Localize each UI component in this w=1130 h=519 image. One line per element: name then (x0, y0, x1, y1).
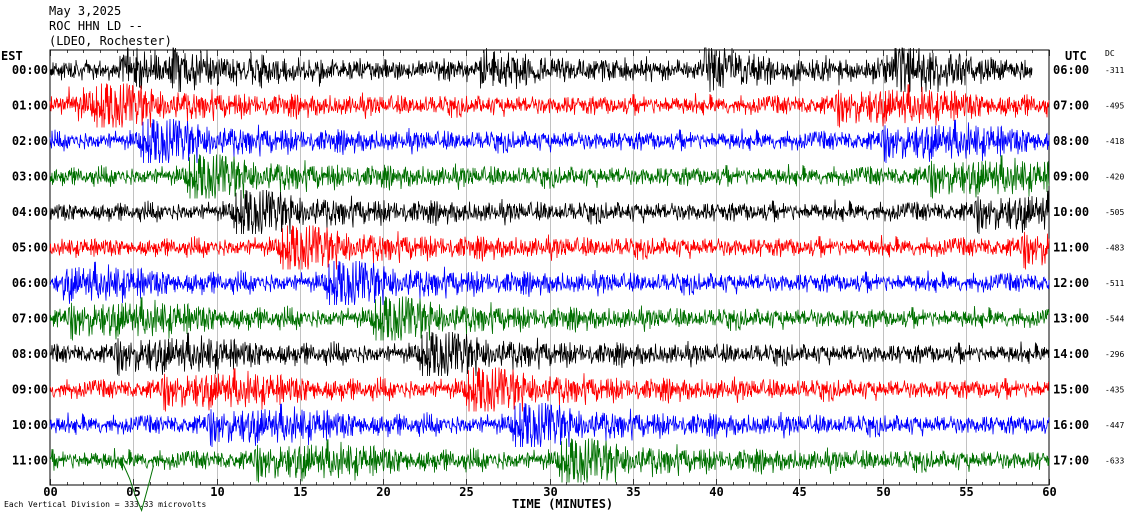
trace-row (49, 189, 1050, 235)
trace-row (49, 402, 1050, 448)
est-hour-label: 07:00 (12, 312, 48, 326)
dc-offset-label: -495 (1105, 102, 1124, 111)
date-label: May 3,2025 (49, 4, 122, 18)
utc-hour-label: 08:00 (1053, 134, 1089, 148)
trace-row (49, 296, 1050, 341)
dc-offset-label: -420 (1105, 173, 1124, 182)
x-tick-label: 20 (376, 485, 390, 499)
trace-row (49, 118, 1050, 164)
utc-hour-label: 13:00 (1053, 312, 1089, 326)
dc-offset-label: -311 (1105, 66, 1124, 75)
utc-hour-label: 14:00 (1053, 347, 1089, 361)
est-hour-label: 00:00 (12, 63, 48, 77)
dc-offset-label: -296 (1105, 350, 1124, 359)
est-hour-label: 05:00 (12, 241, 48, 255)
x-tick-label: 40 (709, 485, 723, 499)
dc-offset-label: -435 (1105, 386, 1124, 395)
est-hour-label: 11:00 (12, 454, 48, 468)
utc-hour-label: 12:00 (1053, 276, 1089, 290)
location-label: (LDEO, Rochester) (49, 34, 172, 48)
utc-hour-label: 09:00 (1053, 170, 1089, 184)
dc-header-label: DC (1105, 49, 1115, 58)
est-hour-label: 09:00 (12, 383, 48, 397)
x-tick-label: 55 (959, 485, 973, 499)
dc-offset-label: -505 (1105, 208, 1124, 217)
x-tick-label: 50 (876, 485, 890, 499)
x-tick-label: 30 (543, 485, 557, 499)
est-hour-label: 04:00 (12, 205, 48, 219)
x-tick-label: 00 (43, 485, 57, 499)
right-timezone-label: UTC (1065, 49, 1087, 63)
x-tick-label: 15 (293, 485, 307, 499)
est-hour-label: 10:00 (12, 418, 48, 432)
trace-row (49, 83, 1050, 128)
x-axis-title: TIME (MINUTES) (512, 497, 614, 511)
est-hour-label: 02:00 (12, 134, 48, 148)
utc-hour-label: 06:00 (1053, 63, 1089, 77)
est-hour-label: 06:00 (12, 276, 48, 290)
dc-offset-label: -544 (1105, 315, 1124, 324)
time-axis: 00 05 10 15 20 25 30 35 40 45 50 55 60 (43, 50, 1057, 499)
x-tick-label: 05 (126, 485, 140, 499)
x-tick-label: 10 (210, 485, 224, 499)
dc-offset-label: -483 (1105, 244, 1124, 253)
trace-row (49, 367, 1050, 412)
dc-offset-label: -633 (1105, 457, 1124, 466)
station-label: ROC HHN LD -- (49, 19, 143, 33)
vertical-grid-lines (49, 49, 1050, 486)
est-hour-label: 01:00 (12, 99, 48, 113)
utc-hour-label: 15:00 (1053, 383, 1089, 397)
trace-row (49, 47, 1033, 94)
utc-hour-label: 11:00 (1053, 241, 1089, 255)
trace-row (49, 154, 1050, 199)
seismic-traces (49, 47, 1050, 513)
trace-row (49, 331, 1050, 377)
trace-row (49, 260, 1050, 306)
plot-frame (49, 49, 1050, 486)
utc-hour-label: 17:00 (1053, 454, 1089, 468)
dc-offset-label: -511 (1105, 279, 1124, 288)
x-tick-label: 45 (792, 485, 806, 499)
x-tick-label: 35 (626, 485, 640, 499)
est-hour-label: 08:00 (12, 347, 48, 361)
dc-offset-label: -447 (1105, 421, 1124, 430)
x-tick-label: 25 (459, 485, 473, 499)
utc-hour-label: 10:00 (1053, 205, 1089, 219)
x-tick-label: 60 (1042, 485, 1056, 499)
trace-excursion (121, 460, 155, 513)
trace-row (49, 438, 1050, 483)
footer-scale-note: Each Vertical Division = 333.33 microvol… (4, 500, 207, 509)
utc-hour-label: 07:00 (1053, 99, 1089, 113)
row-labels: 00:00 06:00 -311 01:00 07:00 -495 02:00 08:00 -4… (12, 63, 1125, 468)
utc-hour-label: 16:00 (1053, 418, 1089, 432)
trace-row (49, 225, 1050, 270)
left-timezone-label: EST (1, 49, 23, 63)
est-hour-label: 03:00 (12, 170, 48, 184)
dc-offset-label: -418 (1105, 137, 1124, 146)
